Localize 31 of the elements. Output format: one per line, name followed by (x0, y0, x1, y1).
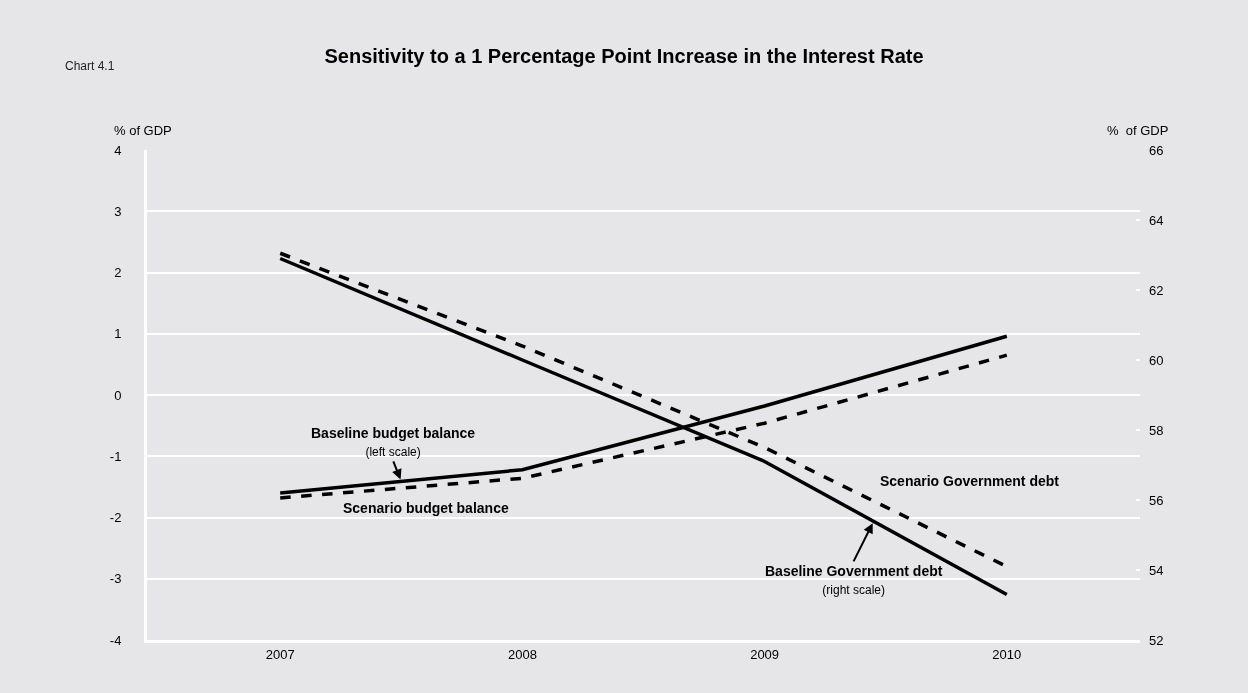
y2-tick-label: 60 (1149, 352, 1164, 368)
y2-tick-label: 64 (1149, 212, 1164, 228)
y-tick-label: -2 (109, 510, 122, 526)
y2-tick-label: 58 (1149, 422, 1164, 438)
annotation: (right scale) (822, 583, 886, 598)
y2-tick-label: 56 (1149, 492, 1164, 508)
y-tick-label: -3 (109, 571, 122, 587)
series-label: Scenario Government debt (880, 473, 1060, 489)
x-tick-label: 2009 (750, 646, 780, 662)
annotation: (left scale) (365, 445, 421, 460)
y-tick-label: 3 (114, 203, 122, 219)
series-label: Baseline Government debt (765, 563, 943, 579)
y-tick-label: -4 (109, 632, 122, 648)
y-axis-title: % of GDP (114, 123, 172, 138)
y2-tick-label: 62 (1149, 282, 1164, 298)
y-tick-label: 0 (114, 387, 122, 403)
chart-title: Sensitivity to a 1 Percentage Point Increase in the Interest Rate (324, 44, 924, 67)
text: Baseline budget balance (311, 425, 476, 441)
x-tick-label: 2010 (992, 646, 1022, 662)
y2-tick-label: 66 (1149, 142, 1164, 158)
y2-axis-title: % of GDP (1107, 123, 1169, 138)
x-tick-label: 2007 (265, 646, 295, 662)
y2-tick-label: 54 (1149, 562, 1164, 578)
y-tick-label: -1 (109, 448, 122, 464)
y-tick-label: 2 (114, 265, 122, 281)
y2-tick-label: 52 (1149, 632, 1164, 648)
x-tick-label: 2008 (507, 646, 537, 662)
series-label: Scenario budget balance (343, 500, 509, 516)
caption: Chart 4.1 (65, 59, 115, 73)
y-tick-label: 4 (114, 142, 122, 158)
y-tick-label: 1 (114, 326, 122, 342)
